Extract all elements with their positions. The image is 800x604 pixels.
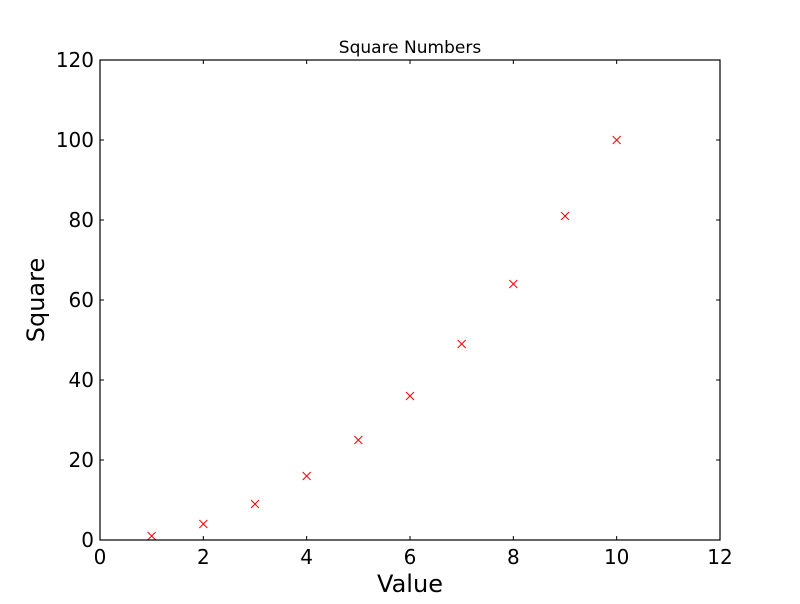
data-point bbox=[560, 211, 570, 221]
y-tick-label: 0 bbox=[81, 528, 94, 552]
data-point bbox=[353, 435, 363, 445]
y-tick-label: 80 bbox=[69, 208, 94, 232]
y-tick-label: 120 bbox=[56, 48, 94, 72]
x-tick-label: 6 bbox=[404, 545, 417, 569]
y-tick-label: 20 bbox=[69, 448, 94, 472]
y-tick-label: 60 bbox=[69, 288, 94, 312]
x-tick-label: 0 bbox=[94, 545, 107, 569]
x-tick-label: 4 bbox=[300, 545, 313, 569]
plot-frame bbox=[99, 59, 721, 541]
y-tick-label: 100 bbox=[56, 128, 94, 152]
data-point bbox=[147, 531, 157, 541]
data-point bbox=[457, 339, 467, 349]
data-point bbox=[250, 499, 260, 509]
data-point bbox=[612, 135, 622, 145]
x-tick-label: 2 bbox=[197, 545, 210, 569]
x-tick-label: 12 bbox=[707, 545, 732, 569]
data-point bbox=[405, 391, 415, 401]
x-tick-label: 10 bbox=[604, 545, 629, 569]
data-point bbox=[198, 519, 208, 529]
chart-title: Square Numbers bbox=[339, 38, 482, 58]
data-point bbox=[302, 471, 312, 481]
y-tick-label: 40 bbox=[69, 368, 94, 392]
x-axis-label: Value bbox=[377, 570, 443, 598]
x-tick-label: 8 bbox=[507, 545, 520, 569]
data-point bbox=[508, 279, 518, 289]
y-axis-label: Square bbox=[22, 258, 50, 343]
